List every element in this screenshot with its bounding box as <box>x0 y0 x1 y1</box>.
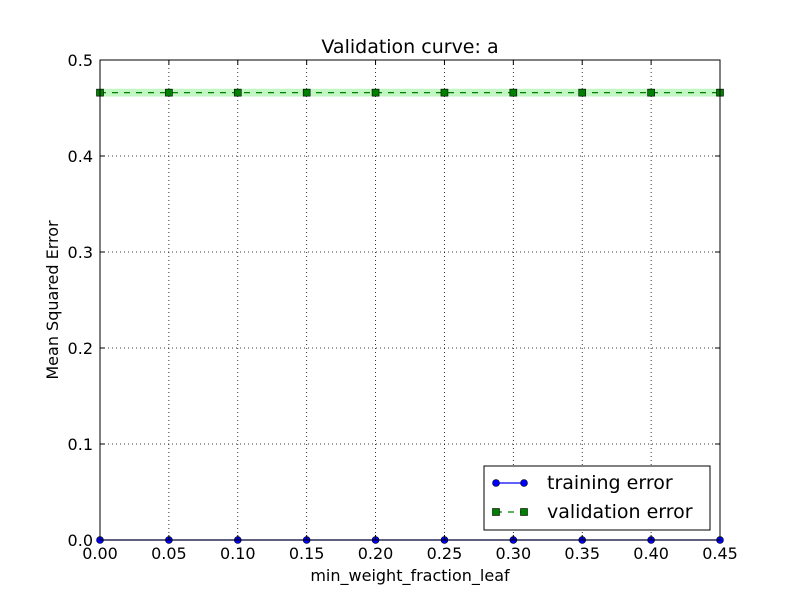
chart-title: Validation curve: a <box>321 36 498 58</box>
x-tick-label: 0.45 <box>702 544 738 563</box>
training-error-legend-marker <box>492 479 500 487</box>
validation-error-legend-marker <box>520 508 528 516</box>
legend: training error validation error <box>483 465 711 531</box>
x-tick-label: 0.40 <box>633 544 669 563</box>
y-tick-label: 0.0 <box>68 531 93 550</box>
validation-error-point <box>302 88 311 97</box>
validation-error-point <box>509 88 518 97</box>
y-axis-label: Mean Squared Error <box>43 220 62 380</box>
y-tick-label: 0.1 <box>68 435 93 454</box>
validation-error-point <box>371 88 380 97</box>
x-tick-label: 0.10 <box>220 544 256 563</box>
x-tick-label: 0.05 <box>151 544 187 563</box>
y-tick-label: 0.2 <box>68 339 93 358</box>
x-tick-label: 0.35 <box>564 544 600 563</box>
validation-error-point <box>233 88 242 97</box>
x-axis-label: min_weight_fraction_leaf <box>310 566 510 586</box>
training-error-legend-marker <box>520 479 528 487</box>
tick-layer: 0.00 0.05 0.10 0.15 0.20 0.25 0.30 0.35 0.40 0.45… <box>68 51 738 563</box>
training-error-legend-label: training error <box>547 472 673 494</box>
band-layer <box>100 88 720 97</box>
plot-frame <box>99 59 721 541</box>
x-tick-label: 0.30 <box>496 544 532 563</box>
validation-error-band <box>100 88 720 97</box>
x-tick-label: 0.00 <box>82 544 118 563</box>
validation-error-point <box>578 88 587 97</box>
x-tick-label: 0.20 <box>358 544 394 563</box>
y-tick-label: 0.3 <box>68 243 93 262</box>
validation-error-point <box>647 88 655 97</box>
y-tick-label: 0.4 <box>68 147 93 166</box>
validation-error-point <box>440 88 449 97</box>
x-tick-label: 0.25 <box>427 544 463 563</box>
validation-error-legend-marker <box>492 508 500 516</box>
validation-error-legend-label: validation error <box>547 501 693 523</box>
x-tick-label: 0.15 <box>289 544 325 563</box>
validation-error-point <box>165 88 173 97</box>
legend-box <box>483 465 711 531</box>
y-tick-label: 0.5 <box>68 51 93 70</box>
